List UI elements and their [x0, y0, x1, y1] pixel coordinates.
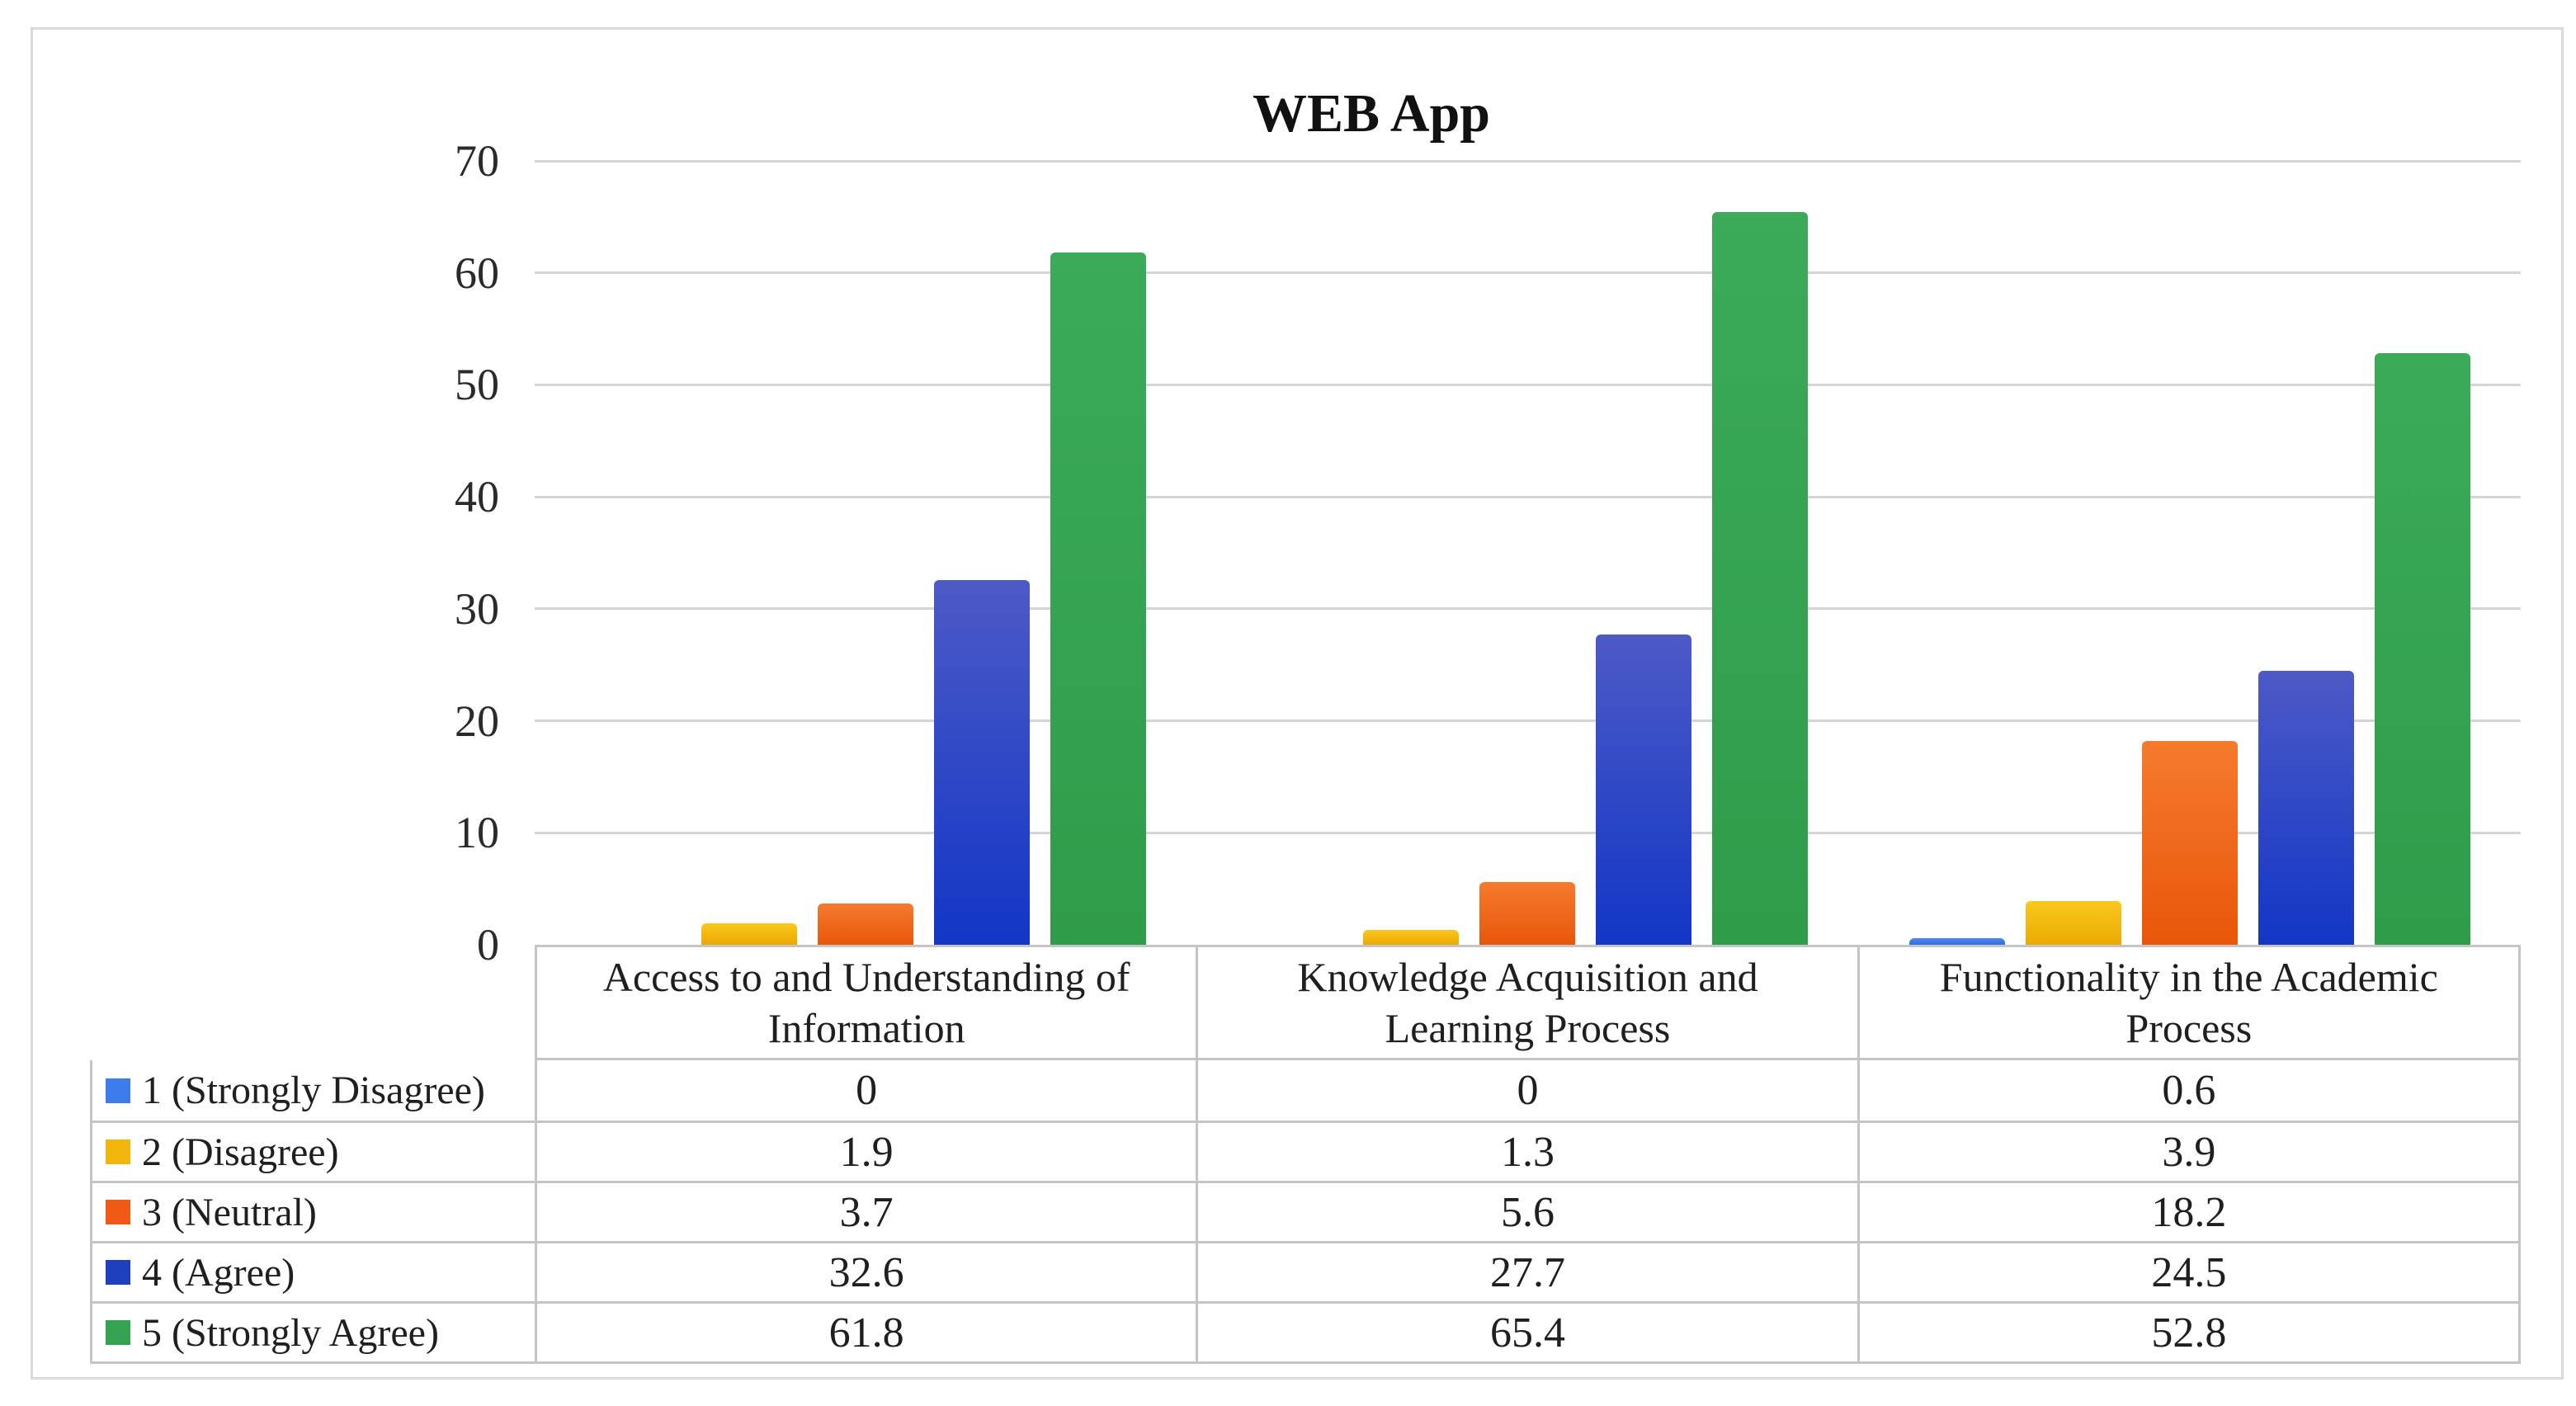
gridline-30	[535, 607, 2521, 611]
bar-group-3	[1859, 161, 2521, 945]
legend-label: 4 (Agree)	[142, 1250, 295, 1295]
y-tick-label-40: 40	[455, 472, 499, 522]
y-tick-label-50: 50	[455, 360, 499, 410]
legend-cell: 3 (Neutral)	[92, 1183, 537, 1241]
legend-swatch-icon	[106, 1078, 130, 1103]
y-tick-label-60: 60	[455, 248, 499, 298]
legend-swatch-icon	[106, 1139, 130, 1164]
bar-series4-group2	[1596, 635, 1692, 945]
gridline-10	[535, 831, 2521, 834]
bar-series2-group1	[701, 923, 798, 945]
value-cell: 1.9	[537, 1123, 1199, 1181]
bar-series1-group3	[1908, 937, 2005, 945]
value-cell: 18.2	[2151, 1188, 2227, 1236]
value-cell: 52.8	[2151, 1309, 2227, 1356]
bar-series5-group2	[1712, 212, 1809, 945]
bar-group-2	[1196, 161, 1858, 945]
table-row: 1 (Strongly Disagree) 0 0 0.6	[92, 1060, 2518, 1121]
table-row: 5 (Strongly Agree) 61.8 65.4 52.8	[92, 1301, 2518, 1361]
category-header-2: Knowledge Acquisition and Learning Proce…	[1198, 947, 1860, 1058]
category-header-3: Functionality in the Academic Process	[1939, 954, 2438, 1051]
value-cell: 0	[1198, 1060, 1860, 1121]
legend-cell: 4 (Agree)	[92, 1243, 537, 1301]
bar-series2-group2	[1363, 930, 1460, 945]
value-cell: 3.9	[2162, 1128, 2216, 1176]
legend-cell: 5 (Strongly Agree)	[92, 1304, 537, 1361]
y-tick-label-70: 70	[455, 136, 499, 186]
gridline-40	[535, 495, 2521, 498]
table-row: 3 (Neutral) 3.7 5.6 18.2	[92, 1181, 2518, 1241]
y-tick-label-10: 10	[455, 808, 499, 858]
bar-series4-group1	[934, 579, 1031, 945]
gridline-70	[535, 159, 2521, 163]
value-cell: 27.7	[1198, 1243, 1860, 1301]
gridline-50	[535, 383, 2521, 386]
value-cell: 24.5	[2151, 1248, 2227, 1296]
table-row: 2 (Disagree) 1.9 1.3 3.9	[92, 1121, 2518, 1181]
bar-series3-group1	[818, 903, 914, 945]
y-tick-label-0: 0	[477, 920, 499, 970]
value-cell: 61.8	[537, 1304, 1199, 1361]
legend-label: 2 (Disagree)	[142, 1130, 339, 1174]
legend-label: 5 (Strongly Agree)	[142, 1310, 439, 1355]
value-cell: 65.4	[1198, 1304, 1860, 1361]
data-table-body: 1 (Strongly Disagree) 0 0 0.6 2 (Disagre…	[90, 1060, 2521, 1364]
legend-cell: 2 (Disagree)	[92, 1123, 537, 1181]
plot-area: 0 10 20 30 40 50 60 70	[455, 136, 2521, 970]
legend-swatch-icon	[106, 1200, 130, 1224]
legend-swatch-icon	[106, 1320, 130, 1345]
legend-label: 1 (Strongly Disagree)	[142, 1069, 485, 1112]
value-cell: 3.7	[537, 1183, 1199, 1241]
gridline-60	[535, 271, 2521, 275]
category-header-1: Access to and Understanding of Informati…	[537, 947, 1199, 1058]
bar-series4-group3	[2258, 670, 2354, 945]
value-cell: 0	[537, 1060, 1199, 1121]
table-row: 4 (Agree) 32.6 27.7 24.5	[92, 1241, 2518, 1301]
value-cell: 1.3	[1198, 1123, 1860, 1181]
category-header-row: Access to and Understanding of Informati…	[535, 945, 2521, 1060]
value-cell: 5.6	[1198, 1183, 1860, 1241]
value-cell: 0.6	[2162, 1067, 2216, 1114]
legend-swatch-icon	[106, 1260, 130, 1285]
y-tick-label-20: 20	[455, 696, 499, 746]
value-cell: 32.6	[537, 1243, 1199, 1301]
bar-group-1	[535, 161, 1196, 945]
gridline-20	[535, 720, 2521, 723]
bar-series5-group1	[1050, 252, 1147, 945]
legend-label: 3 (Neutral)	[142, 1190, 317, 1234]
y-tick-label-30: 30	[455, 583, 499, 634]
legend-cell: 1 (Strongly Disagree)	[92, 1060, 537, 1121]
bar-series2-group3	[2025, 901, 2121, 945]
bar-series3-group2	[1479, 882, 1576, 945]
bar-series5-group3	[2374, 353, 2470, 945]
chart-title: WEB App	[1253, 83, 1490, 144]
bar-series3-group3	[2141, 741, 2238, 945]
